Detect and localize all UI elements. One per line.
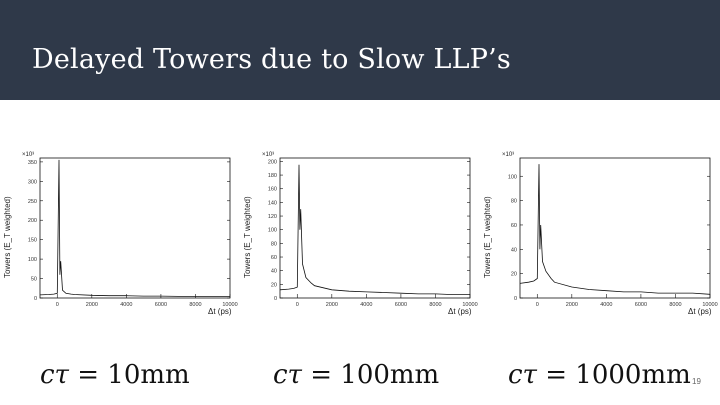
plot-2-ytick-label: 100 [268,228,277,234]
caption-2-lhs: cτ [273,360,302,390]
plot-2-ytick-label: 200 [268,159,277,165]
plot-2-svg: Towers (E_T weighted) ×10³ 0 20 40 60 80 100 1… [243,152,478,316]
plot-2-xtick-label: 8000 [429,302,441,308]
plot-2-ytick-label: 40 [271,269,277,275]
plot-3-xtick-label: 2000 [566,302,578,308]
plot-3-frame [519,157,711,299]
plot-3-xtick-label: 4000 [600,302,612,308]
plot-1-ytick-label: 300 [28,179,37,185]
plot-2-ytick-label: 60 [271,255,277,261]
plot-1-ytick-label: 0 [34,296,37,302]
plot-1-series-line [39,159,230,297]
plot-1-frame [39,157,231,299]
plot-1-xtick-label: 6000 [155,302,167,308]
plot-3-xtick-label: 10000 [702,302,717,308]
plot-3-xlabel: Δt (ps) [688,307,712,316]
plot-2-ytick-label: 180 [268,173,277,179]
plot-1-xtick-label: 4000 [120,302,132,308]
caption-2-rhs: 100mm [340,360,440,390]
plot-2-exponent: ×10³ [262,152,274,158]
plot-1-ytick-label: 100 [28,257,37,263]
plot-3-ylabel: Towers (E_T weighted) [483,196,492,278]
plot-2-ytick-label: 20 [271,282,277,288]
plot-1-xtick-label: 10000 [222,302,237,308]
plot-3-series-line [519,164,711,295]
plot-1-svg: Towers (E_T weighted) ×10³ 0 50 100 150 200 2… [3,152,238,316]
plot-2-ytick-label: 80 [271,241,277,247]
plot-1-ytick-label: 50 [31,277,37,283]
caption-1: cτ = 10mm [40,360,190,390]
plot-3-ytick-label: 80 [511,199,517,205]
plot-panel-3: Towers (E_T weighted) ×10³ 0 20 40 60 80 100 0… [480,148,720,320]
plot-3-xtick-label: 8000 [669,302,681,308]
slide-header: Delayed Towers due to Slow LLP’s [0,0,720,100]
plot-2-ytick-label: 120 [268,214,277,220]
caption-1-eq: = [77,360,108,390]
plot-2-xtick-label: 0 [296,302,299,308]
plot-1-ytick-label: 200 [28,218,37,224]
caption-3: cτ = 1000mm [508,360,691,390]
plot-2-ytick-label: 160 [268,187,277,193]
plot-1-xtick-label: 8000 [189,302,201,308]
caption-3-eq: = [545,360,576,390]
plot-2-ytick-label: 0 [274,296,277,302]
plot-panel-2: Towers (E_T weighted) ×10³ 0 20 40 60 80 100 1… [240,148,480,320]
plot-1-ytick-label: 350 [28,160,37,166]
caption-2-eq: = [310,360,341,390]
plot-1-ylabel: Towers (E_T weighted) [3,196,12,278]
plot-2-frame [279,157,471,299]
plot-1-xlabel: Δt (ps) [208,307,232,316]
plot-3-ytick-label: 20 [511,272,517,278]
caption-2: cτ = 100mm [273,360,439,390]
plot-1-ytick-label: 250 [28,199,37,205]
caption-1-rhs: 10mm [107,360,190,390]
plot-1-exponent: ×10³ [22,152,34,158]
plot-3-exponent: ×10³ [502,152,514,158]
plot-2-xtick-label: 4000 [360,302,372,308]
plot-3-svg: Towers (E_T weighted) ×10³ 0204060801000… [483,152,718,316]
plot-2-xtick-label: 10000 [462,302,477,308]
plot-2-xtick-label: 2000 [326,302,338,308]
plot-2-xlabel: Δt (ps) [448,307,472,316]
plot-1-ytick-label: 150 [28,238,37,244]
plot-3-ytick-label: 60 [511,223,517,229]
page-number: 19 [692,377,701,386]
plot-panel-1: Towers (E_T weighted) ×10³ 0 50 100 150 200 2… [0,148,240,320]
plot-1-xtick-label: 2000 [86,302,98,308]
caption-1-lhs: cτ [40,360,69,390]
plot-2-series-line [279,164,470,296]
caption-3-rhs: 1000mm [575,360,691,390]
slide-title: Delayed Towers due to Slow LLP’s [32,44,511,75]
plot-2-xtick-label: 6000 [395,302,407,308]
plot-3-xtick-label: 6000 [635,302,647,308]
plot-3-ytick-label: 0 [514,296,517,302]
caption-3-lhs: cτ [508,360,537,390]
plot-2-ytick-label: 140 [268,200,277,206]
plot-1-xtick-label: 0 [56,302,59,308]
plot-3-ytick-label: 40 [511,247,517,253]
plot-3-ytick-label: 100 [508,174,517,180]
plot-3-xtick-label: 0 [536,302,539,308]
plot-2-ylabel: Towers (E_T weighted) [243,196,252,278]
